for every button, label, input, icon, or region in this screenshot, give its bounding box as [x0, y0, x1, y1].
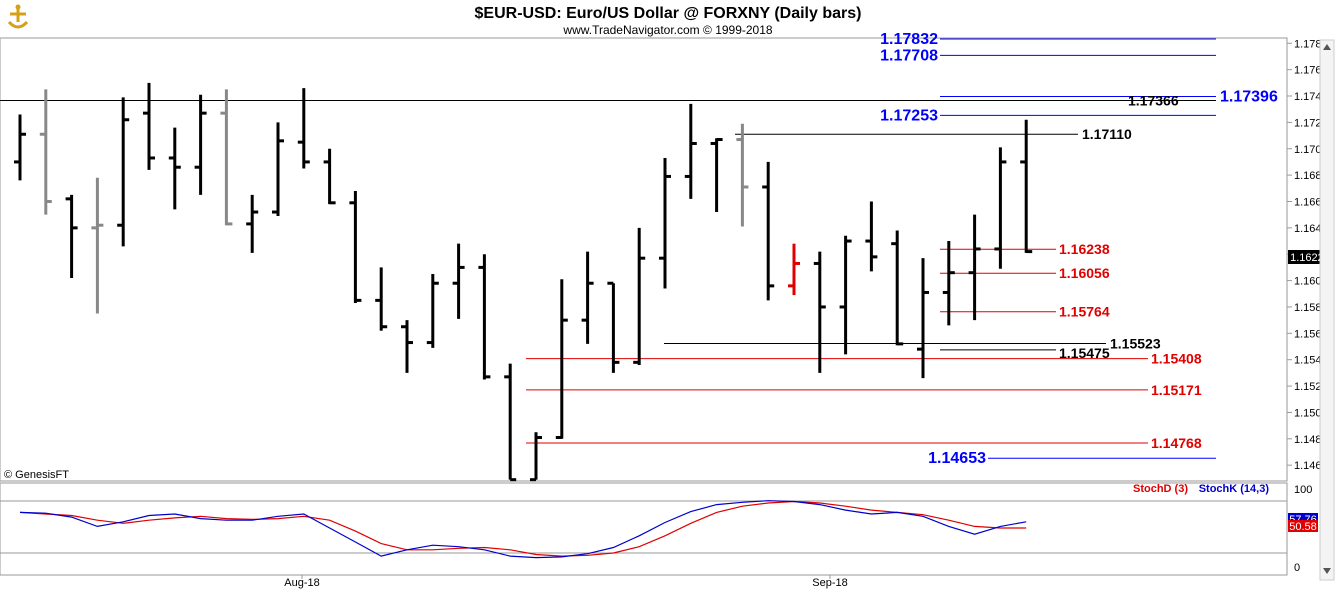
- level-label: 1.17708: [880, 47, 938, 64]
- ohlc-bar: [942, 241, 955, 326]
- ohlc-bar: [14, 114, 26, 181]
- ohlc-bar: [323, 148, 336, 205]
- level-label: 1.16056: [1059, 265, 1110, 281]
- stochastic-panel-frame: [0, 482, 1288, 576]
- ohlc-bar: [39, 89, 52, 215]
- ohlc-bar: [839, 235, 852, 355]
- ohlc-bar: [426, 274, 439, 348]
- stoch-d-line: [19, 500, 1027, 557]
- ohlc-bar: [633, 227, 646, 365]
- level-label: 1.15475: [1059, 345, 1110, 361]
- date-label: Aug-18: [284, 577, 319, 589]
- stoch-k-line: [19, 500, 1027, 559]
- ohlc-bar: [297, 88, 310, 169]
- ohlc-bar: [401, 320, 413, 373]
- scroll-down-icon[interactable]: [1323, 568, 1331, 574]
- date-label: Sep-18: [812, 577, 847, 589]
- level-label: 1.17253: [880, 107, 938, 124]
- ohlc-bar: [194, 94, 207, 195]
- level-label: 1.16238: [1059, 241, 1110, 257]
- ohlc-bar: [813, 251, 826, 373]
- ohlc-bar: [530, 432, 542, 482]
- ohlc-bar: [994, 147, 1007, 269]
- ohlc-bar: [555, 279, 568, 439]
- ohlc-bar: [272, 122, 284, 216]
- level-label: 1.17366: [1128, 92, 1179, 108]
- level-label: 1.15523: [1110, 335, 1161, 351]
- level-label: 1.15764: [1059, 304, 1110, 320]
- ohlc-bar: [349, 190, 362, 304]
- level-label: 1.17396: [1220, 89, 1278, 106]
- ohlc-bar: [143, 82, 155, 170]
- scroll-up-icon[interactable]: [1323, 44, 1331, 50]
- level-label: 1.17832: [880, 31, 938, 48]
- legend-stoch-k: StochK (14,3): [1199, 483, 1270, 495]
- ohlc-bar: [65, 194, 78, 278]
- ohlc-bar: [246, 194, 259, 253]
- ohlc-bar: [220, 89, 233, 226]
- ohlc-bar: [968, 214, 981, 321]
- level-label: 1.15408: [1151, 351, 1202, 367]
- ohlc-bar: [607, 281, 620, 373]
- ohlc-bar: [452, 243, 465, 319]
- chart-subtitle: www.TradeNavigator.com © 1999-2018: [562, 23, 772, 37]
- header: $EUR-USD: Euro/US Dollar @ FORXNY (Daily…: [3, 3, 861, 37]
- level-label: 1.14653: [928, 450, 986, 467]
- ohlc-bar: [710, 138, 723, 213]
- ohlc-bar: [504, 363, 517, 482]
- ohlc-bar: [762, 161, 775, 301]
- chart-title: $EUR-USD: Euro/US Dollar @ FORXNY (Daily…: [475, 5, 862, 22]
- level-label: 1.17110: [1082, 126, 1132, 142]
- level-label: 1.15171: [1151, 382, 1202, 398]
- ohlc-bar: [478, 254, 491, 380]
- ohlc-bar: [168, 127, 181, 210]
- ohlc-bar: [917, 258, 929, 379]
- ohlc-bar: [891, 230, 904, 346]
- stoch-d-value: 50.58: [1289, 521, 1317, 533]
- vertical-scrollbar[interactable]: [1319, 39, 1335, 581]
- ohlc-bar: [91, 177, 104, 314]
- ohlc-bar: [684, 103, 697, 199]
- stoch-tick-label: 0: [1294, 562, 1300, 574]
- stochastic-axis: 100 0: [1294, 484, 1312, 574]
- legend-stoch-d: StochD (3): [1133, 483, 1188, 495]
- ohlc-bar: [117, 97, 130, 247]
- ohlc-bar: [659, 157, 671, 289]
- ohlc-bar: [375, 267, 388, 331]
- logo-icon: [3, 3, 33, 33]
- credit-label: © GenesisFT: [4, 469, 69, 481]
- stoch-value-markers: 57.76 50.58: [1288, 513, 1318, 533]
- ohlc-bars: [14, 82, 1033, 482]
- level-label: 1.14768: [1151, 435, 1202, 451]
- date-axis: Aug-18 Sep-18: [284, 575, 848, 589]
- ohlc-bar: [788, 243, 800, 296]
- ohlc-bar: [736, 123, 749, 227]
- ohlc-bar: [1020, 119, 1033, 254]
- ohlc-bar: [865, 201, 878, 272]
- stoch-tick-label: 100: [1294, 484, 1312, 496]
- ohlc-bar: [581, 251, 594, 344]
